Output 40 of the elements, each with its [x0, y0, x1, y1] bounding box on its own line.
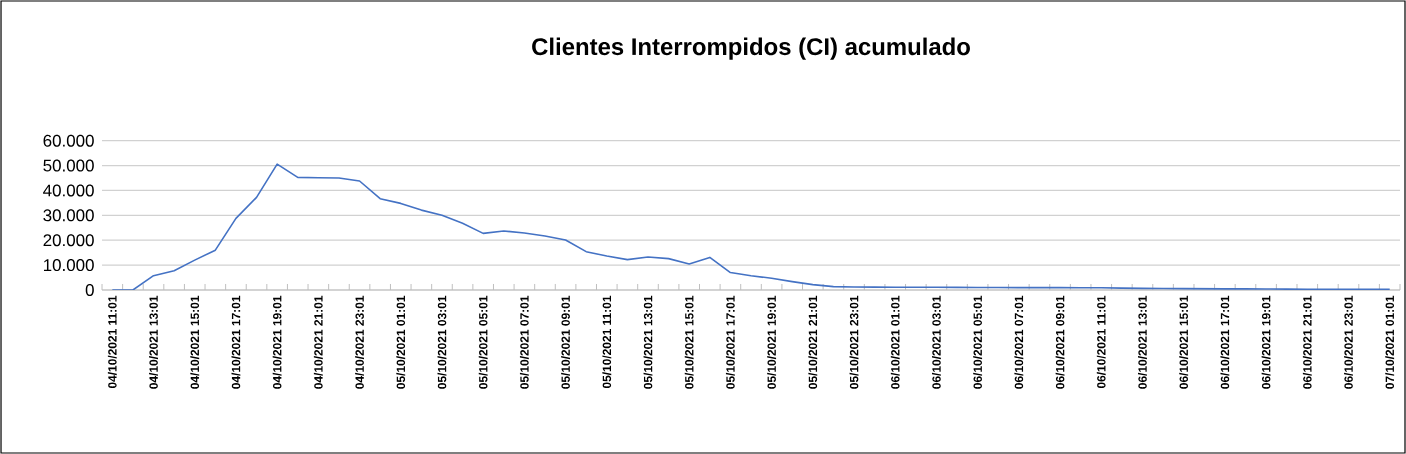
x-tick-label: 05/10/2021 19:01 — [767, 295, 777, 389]
x-tick-label: 06/10/2021 17:01 — [1220, 295, 1230, 389]
x-tick-label: 04/10/2021 17:01 — [231, 295, 241, 389]
x-tick-label: 06/10/2021 23:01 — [1344, 295, 1353, 389]
y-tick-label: 20.000 — [43, 234, 94, 247]
x-tick-label: 06/10/2021 13:01 — [1138, 295, 1147, 389]
x-tick-label: 06/10/2021 19:01 — [1261, 295, 1271, 389]
x-tick-label: 04/10/2021 13:01 — [149, 295, 158, 389]
x-tick-label: 05/10/2021 15:01 — [684, 295, 694, 389]
x-tick-label: 06/10/2021 01:01 — [890, 295, 900, 389]
x-tick-label: 04/10/2021 15:01 — [190, 295, 200, 389]
x-tick-label: 05/10/2021 17:01 — [725, 295, 735, 389]
x-tick-label: 04/10/2021 23:01 — [355, 295, 364, 389]
x-tick-label: 06/10/2021 03:01 — [931, 295, 941, 389]
x-tick-label: 06/10/2021 09:01 — [1055, 295, 1065, 389]
y-tick-label: 10.000 — [43, 259, 94, 272]
y-tick-label: 60.000 — [43, 134, 94, 147]
x-tick-label: 05/10/2021 05:01 — [478, 295, 488, 389]
x-tick-label: 06/10/2021 07:01 — [1014, 295, 1024, 389]
y-tick-label: 40.000 — [43, 184, 94, 197]
chart-title: Clientes Interrompidos (CI) acumulado — [532, 37, 970, 60]
x-tick-label: 05/10/2021 09:01 — [561, 295, 571, 389]
y-tick-label: 50.000 — [43, 159, 94, 172]
x-tick-label: 05/10/2021 21:01 — [808, 295, 818, 389]
x-tick-label: 06/10/2021 21:01 — [1302, 295, 1312, 389]
x-tick-label: 04/10/2021 11:01 — [107, 295, 117, 389]
x-tick-label: 05/10/2021 07:01 — [519, 295, 529, 389]
x-tick-label: 07/10/2021 01:01 — [1385, 295, 1395, 389]
x-tick-label: 06/10/2021 15:01 — [1179, 295, 1189, 389]
y-tick-label: 30.000 — [43, 209, 94, 222]
x-tick-label: 05/10/2021 11:01 — [602, 295, 612, 389]
x-tick-label: 06/10/2021 11:01 — [1096, 295, 1106, 389]
x-tick-label: 04/10/2021 21:01 — [313, 295, 323, 389]
x-tick-label: 05/10/2021 03:01 — [437, 295, 447, 389]
x-tick-label: 05/10/2021 13:01 — [643, 295, 653, 389]
x-tick-label: 06/10/2021 05:01 — [973, 295, 983, 389]
y-tick-label: 0 — [85, 283, 94, 296]
x-tick-label: 04/10/2021 19:01 — [272, 295, 282, 389]
x-tick-label: 05/10/2021 23:01 — [849, 295, 859, 389]
x-tick-label: 05/10/2021 01:01 — [396, 295, 406, 389]
